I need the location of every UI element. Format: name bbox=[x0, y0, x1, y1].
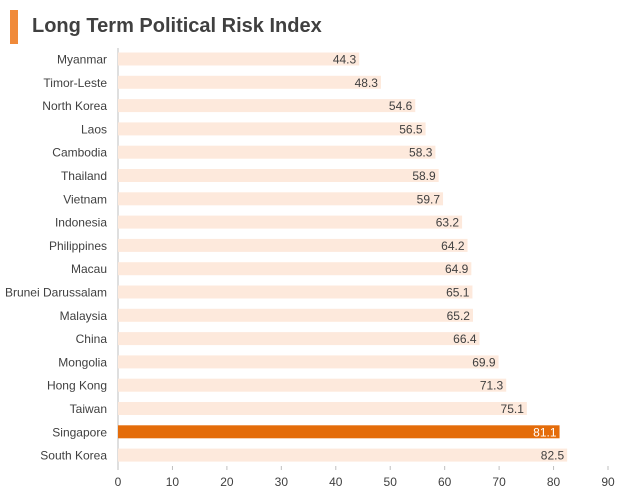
bar-singapore bbox=[118, 425, 560, 439]
x-tick-label-80: 80 bbox=[547, 475, 561, 489]
data-label-taiwan: 75.1 bbox=[501, 402, 525, 416]
category-label-vietnam: Vietnam bbox=[63, 192, 107, 206]
bar-south-korea bbox=[118, 448, 568, 462]
category-label-philippines: Philippines bbox=[49, 239, 107, 253]
category-label-singapore: Singapore bbox=[52, 425, 107, 439]
x-tick-label-30: 30 bbox=[275, 475, 289, 489]
bar-myanmar bbox=[118, 52, 360, 66]
bar-china bbox=[118, 332, 480, 346]
data-label-south-korea: 82.5 bbox=[541, 449, 565, 463]
bar-taiwan bbox=[118, 402, 527, 415]
x-tick-label-60: 60 bbox=[438, 475, 452, 489]
bar-malaysia bbox=[118, 308, 473, 322]
data-label-philippines: 64.2 bbox=[441, 239, 465, 253]
category-label-indonesia: Indonesia bbox=[55, 216, 107, 230]
x-tick-label-40: 40 bbox=[329, 475, 343, 489]
category-label-hong-kong: Hong Kong bbox=[47, 379, 107, 393]
x-tick-label-50: 50 bbox=[384, 475, 398, 489]
data-label-mongolia: 69.9 bbox=[472, 355, 496, 369]
data-label-laos: 56.5 bbox=[399, 122, 423, 136]
bar-macau bbox=[118, 262, 472, 276]
bar-north-korea bbox=[118, 99, 416, 113]
bar-vietnam bbox=[118, 192, 444, 206]
data-label-china: 66.4 bbox=[453, 332, 477, 346]
data-label-timor-leste: 48.3 bbox=[355, 76, 379, 90]
x-tick-label-70: 70 bbox=[492, 475, 506, 489]
category-label-south-korea: South Korea bbox=[40, 449, 107, 463]
category-label-laos: Laos bbox=[81, 122, 107, 136]
category-label-cambodia: Cambodia bbox=[52, 146, 107, 160]
category-label-mongolia: Mongolia bbox=[58, 355, 107, 369]
data-label-north-korea: 54.6 bbox=[389, 99, 413, 113]
category-label-china: China bbox=[76, 332, 108, 346]
category-label-taiwan: Taiwan bbox=[70, 402, 107, 416]
data-label-indonesia: 63.2 bbox=[436, 216, 460, 230]
category-label-malaysia: Malaysia bbox=[60, 309, 108, 323]
x-tick-label-20: 20 bbox=[220, 475, 234, 489]
category-label-timor-leste: Timor-Leste bbox=[43, 76, 107, 90]
data-label-cambodia: 58.3 bbox=[409, 146, 433, 160]
data-label-myanmar: 44.3 bbox=[333, 53, 357, 67]
data-label-macau: 64.9 bbox=[445, 262, 469, 276]
data-label-malaysia: 65.2 bbox=[447, 309, 471, 323]
chart-title: Long Term Political Risk Index bbox=[32, 15, 322, 37]
bar-timor-leste bbox=[118, 75, 381, 89]
bar-philippines bbox=[118, 238, 468, 252]
category-label-myanmar: Myanmar bbox=[57, 53, 107, 67]
title-accent-bar bbox=[10, 10, 18, 44]
data-label-hong-kong: 71.3 bbox=[480, 379, 504, 393]
category-label-thailand: Thailand bbox=[61, 169, 107, 183]
data-label-vietnam: 59.7 bbox=[417, 192, 441, 206]
x-tick-label-90: 90 bbox=[601, 475, 615, 489]
data-label-thailand: 58.9 bbox=[412, 169, 436, 183]
category-label-brunei-darussalam: Brunei Darussalam bbox=[5, 286, 107, 300]
data-label-brunei-darussalam: 65.1 bbox=[446, 286, 470, 300]
x-tick-label-10: 10 bbox=[166, 475, 180, 489]
bar-hong-kong bbox=[118, 378, 507, 392]
data-label-singapore: 81.1 bbox=[533, 425, 557, 439]
category-label-macau: Macau bbox=[71, 262, 107, 276]
bar-mongolia bbox=[118, 355, 499, 369]
bar-cambodia bbox=[118, 145, 436, 159]
bar-indonesia bbox=[118, 215, 463, 229]
bar-thailand bbox=[118, 169, 439, 182]
category-label-north-korea: North Korea bbox=[42, 99, 107, 113]
x-tick-label-0: 0 bbox=[115, 475, 122, 489]
bar-laos bbox=[118, 122, 426, 136]
bar-brunei-darussalam bbox=[118, 285, 473, 299]
